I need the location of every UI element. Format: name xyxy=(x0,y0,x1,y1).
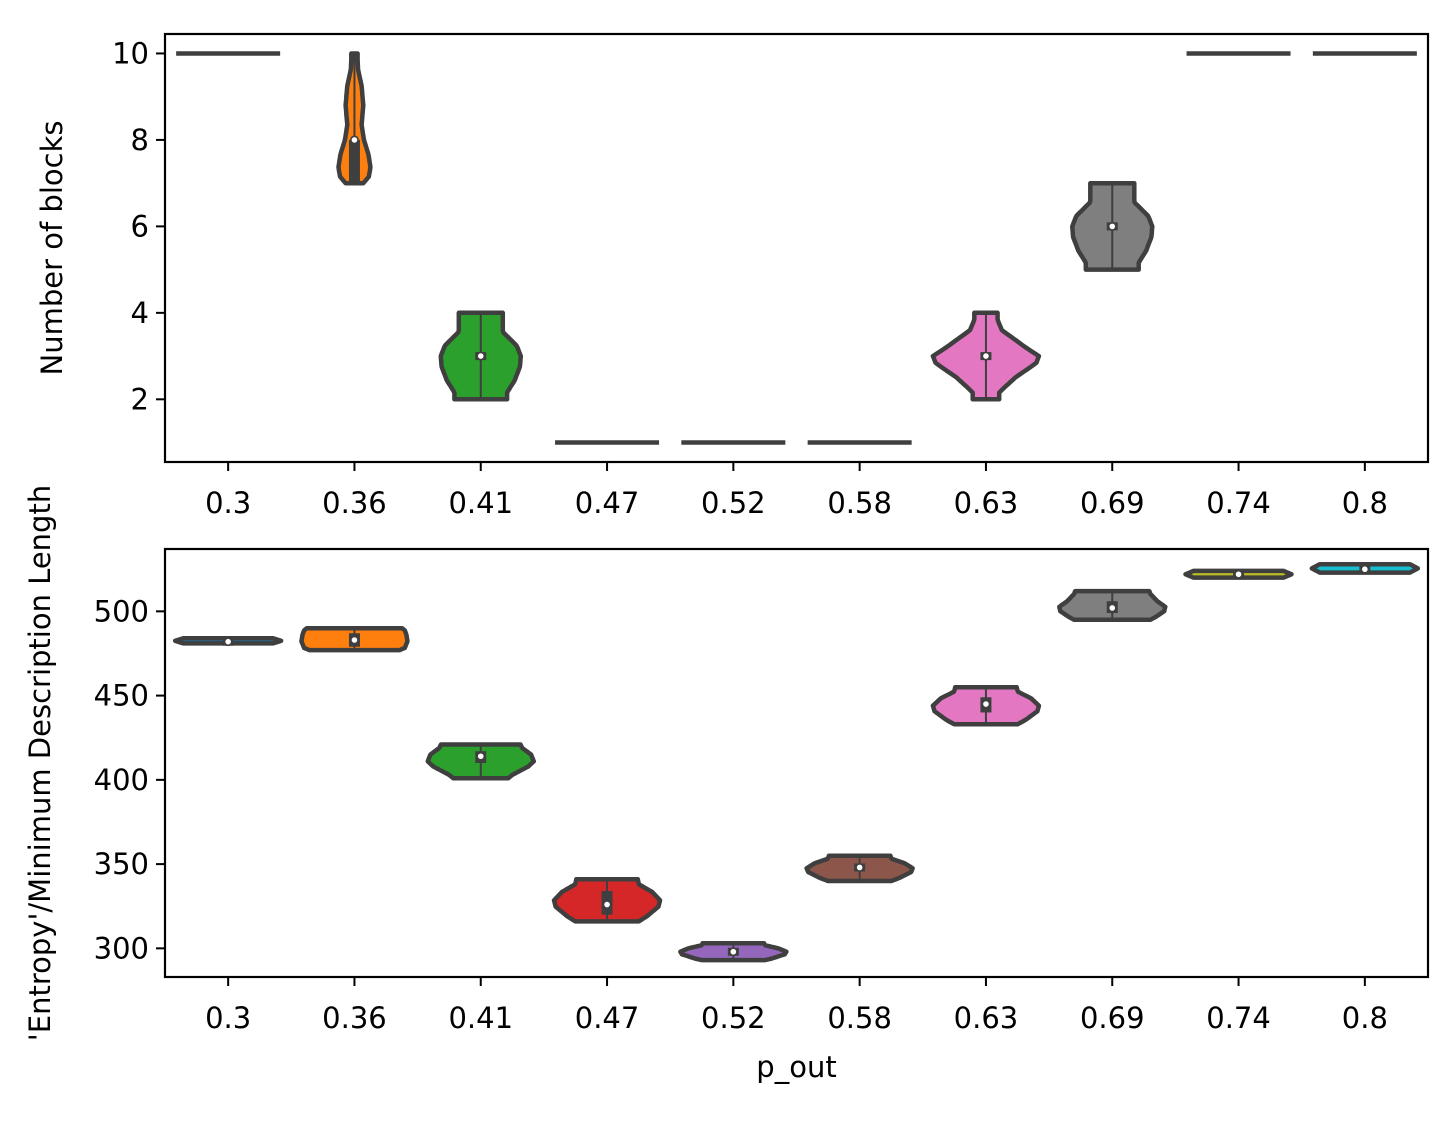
violin-0.41 xyxy=(438,310,524,402)
violin-0.36 xyxy=(299,625,410,653)
violin-median-marker xyxy=(476,751,486,761)
x-tick-label: 0.8 xyxy=(1342,1001,1388,1035)
y-tick-label: 350 xyxy=(94,847,149,881)
violin-0.41 xyxy=(425,742,537,781)
x-axis-label: p_out xyxy=(756,1050,836,1084)
axes-frame xyxy=(163,547,1430,979)
violin-0.69 xyxy=(1057,588,1168,623)
violin-0.69 xyxy=(1070,180,1155,272)
x-tick-label: 0.36 xyxy=(322,1001,387,1035)
violin-median-marker xyxy=(1107,221,1117,231)
violin-0.8 xyxy=(1309,561,1421,575)
violin-0.74 xyxy=(1183,568,1294,580)
violin-median-marker xyxy=(981,699,991,709)
x-tick-label: 0.63 xyxy=(954,1001,1019,1035)
x-tick-label: 0.47 xyxy=(575,1001,640,1035)
x-tick-label: 0.41 xyxy=(448,486,513,520)
violin-median-marker xyxy=(350,635,359,645)
x-tick-label: 0.74 xyxy=(1206,486,1271,520)
violin-median-marker xyxy=(981,351,991,361)
x-tick-label: 0.74 xyxy=(1206,1001,1271,1035)
violin-median-marker xyxy=(855,863,865,872)
violin-median-marker xyxy=(350,135,359,145)
violin-0.58 xyxy=(804,853,915,884)
x-tick-label: 0.41 xyxy=(448,1001,513,1035)
y-tick-label: 2 xyxy=(131,382,149,416)
y-axis-label: Number of blocks xyxy=(35,121,69,376)
y-tick-label: 8 xyxy=(131,123,149,157)
x-tick-label: 0.58 xyxy=(827,1001,892,1035)
violin-median-marker xyxy=(476,351,486,361)
violin-iqr-box xyxy=(348,139,360,184)
violin-median-marker xyxy=(602,900,612,909)
x-tick-label: 0.63 xyxy=(954,486,1019,520)
x-tick-label: 0.52 xyxy=(701,1001,766,1035)
x-tick-label: 0.3 xyxy=(205,1001,251,1035)
y-tick-label: 450 xyxy=(94,679,149,713)
violin-median-marker xyxy=(1107,603,1117,613)
violin-0.52 xyxy=(678,941,789,963)
x-tick-label: 0.58 xyxy=(827,486,892,520)
top-panel-number-of-blocks: 2 4 6 8 10 0.3 0.36 0.41 0.47 0.52 0.58 0.63 0.69 0.7… xyxy=(35,32,1430,520)
y-tick-label: 4 xyxy=(131,296,149,330)
y-tick-label: 6 xyxy=(131,209,149,243)
y-tick-label: 10 xyxy=(112,36,149,70)
violin-median-marker xyxy=(1360,564,1370,574)
x-tick-label: 0.8 xyxy=(1342,486,1388,520)
y-tick-label: 300 xyxy=(94,931,149,965)
violin-0.3 xyxy=(172,636,284,647)
y-tick-label: 500 xyxy=(94,594,149,628)
y-tick-label: 400 xyxy=(94,763,149,797)
y-axis-label: 'Entropy'/Minimum Description Length xyxy=(23,485,57,1041)
x-tick-label: 0.52 xyxy=(701,486,766,520)
x-tick-label: 0.47 xyxy=(575,486,640,520)
violin-median-marker xyxy=(728,947,738,957)
x-tick-label: 0.69 xyxy=(1080,486,1145,520)
bottom-panel-entropy-mdl: 300 350 400 450 500 0.3 0.36 0.41 0.47 0.52 0.58 0.… xyxy=(23,485,1430,1084)
violin-0.63 xyxy=(930,310,1042,402)
violin-median-marker xyxy=(1234,569,1243,579)
axes-frame xyxy=(163,32,1430,464)
x-tick-label: 0.69 xyxy=(1080,1001,1145,1035)
x-tick-label: 0.36 xyxy=(322,486,387,520)
violin-0.47 xyxy=(551,877,663,924)
violin-0.63 xyxy=(930,684,1042,727)
x-tick-label: 0.3 xyxy=(205,486,251,520)
violin-0.36 xyxy=(336,51,373,186)
violin-median-marker xyxy=(223,637,233,647)
